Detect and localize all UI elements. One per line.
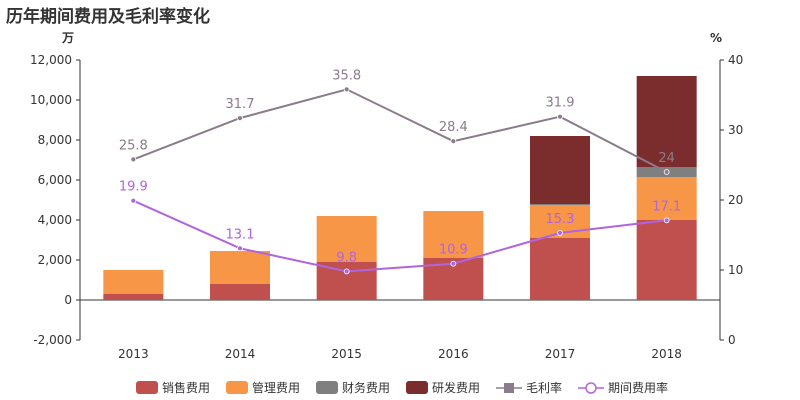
bar-财务费用 (530, 204, 590, 205)
bar-管理费用 (423, 211, 484, 258)
right-tick-label: 0 (728, 333, 736, 347)
point-期间费用率 (343, 268, 350, 275)
bar-销售费用 (530, 238, 590, 300)
data-label-期间费用率: 17.1 (652, 199, 681, 214)
point-期间费用率 (450, 260, 457, 267)
x-tick-label: 2018 (651, 347, 682, 361)
left-tick-label: -2,000 (33, 333, 72, 347)
x-tick-label: 2016 (438, 347, 469, 361)
right-tick-label: 10 (728, 263, 743, 277)
left-tick-label: 6,000 (38, 173, 72, 187)
legend-swatch (226, 381, 248, 394)
point-毛利率 (663, 169, 670, 175)
left-tick-label: 10,000 (30, 93, 72, 107)
point-毛利率 (557, 113, 563, 120)
left-tick-label: 4,000 (38, 213, 72, 227)
left-tick-label: 2,000 (38, 253, 72, 267)
legend-label: 期间费用率 (608, 380, 668, 395)
right-tick-label: 20 (728, 193, 743, 207)
data-label-毛利率: 35.8 (332, 68, 361, 83)
legend-marker (585, 382, 597, 394)
point-期间费用率 (557, 229, 563, 236)
point-期间费用率 (130, 197, 137, 204)
bar-管理费用 (636, 177, 697, 220)
point-毛利率 (237, 115, 243, 121)
x-tick-label: 2017 (545, 347, 576, 361)
bar-销售费用 (636, 220, 697, 300)
legend-label: 毛利率 (526, 380, 562, 395)
data-label-期间费用率: 9.8 (336, 250, 357, 265)
x-tick-label: 2014 (225, 347, 256, 361)
left-unit-label: 万 (61, 31, 74, 45)
point-毛利率 (130, 156, 137, 163)
point-毛利率 (343, 86, 350, 93)
x-tick-label: 2013 (118, 347, 149, 361)
right-tick-label: 40 (728, 53, 743, 67)
point-毛利率 (450, 138, 457, 145)
bar-研发费用 (636, 76, 697, 167)
data-label-毛利率: 25.8 (119, 138, 148, 153)
left-tick-label: 0 (64, 293, 72, 307)
legend-swatch (136, 381, 158, 394)
legend-label: 研发费用 (432, 380, 480, 395)
bar-管理费用 (210, 251, 270, 284)
bar-管理费用 (316, 216, 377, 262)
data-label-期间费用率: 15.3 (546, 212, 575, 227)
bar-销售费用 (210, 284, 270, 300)
left-tick-label: 8,000 (38, 133, 72, 147)
bar-研发费用 (530, 136, 590, 204)
legend-swatch (316, 381, 338, 394)
bar-销售费用 (103, 294, 164, 300)
legend-label: 管理费用 (252, 380, 300, 395)
data-label-期间费用率: 13.1 (226, 227, 255, 242)
data-label-毛利率: 28.4 (439, 120, 468, 135)
legend-swatch (406, 381, 428, 394)
point-期间费用率 (237, 245, 243, 252)
chart-title: 历年期间费用及毛利率变化 (6, 7, 210, 27)
data-label-毛利率: 24 (658, 151, 675, 166)
line-毛利率 (132, 88, 668, 173)
point-期间费用率 (663, 217, 670, 224)
legend-marker (504, 383, 514, 393)
bar-管理费用 (103, 270, 164, 294)
right-unit-label: % (710, 31, 722, 45)
data-label-期间费用率: 10.9 (439, 243, 468, 258)
data-label-毛利率: 31.9 (546, 96, 575, 111)
data-label-毛利率: 31.7 (226, 97, 255, 112)
x-tick-label: 2015 (331, 347, 362, 361)
bar-销售费用 (316, 262, 377, 300)
line-期间费用率 (132, 199, 667, 273)
right-tick-label: 30 (728, 123, 743, 137)
legend-label: 销售费用 (162, 380, 210, 395)
left-tick-label: 12,000 (30, 53, 72, 67)
legend-label: 财务费用 (342, 380, 390, 395)
data-label-期间费用率: 19.9 (119, 180, 148, 195)
